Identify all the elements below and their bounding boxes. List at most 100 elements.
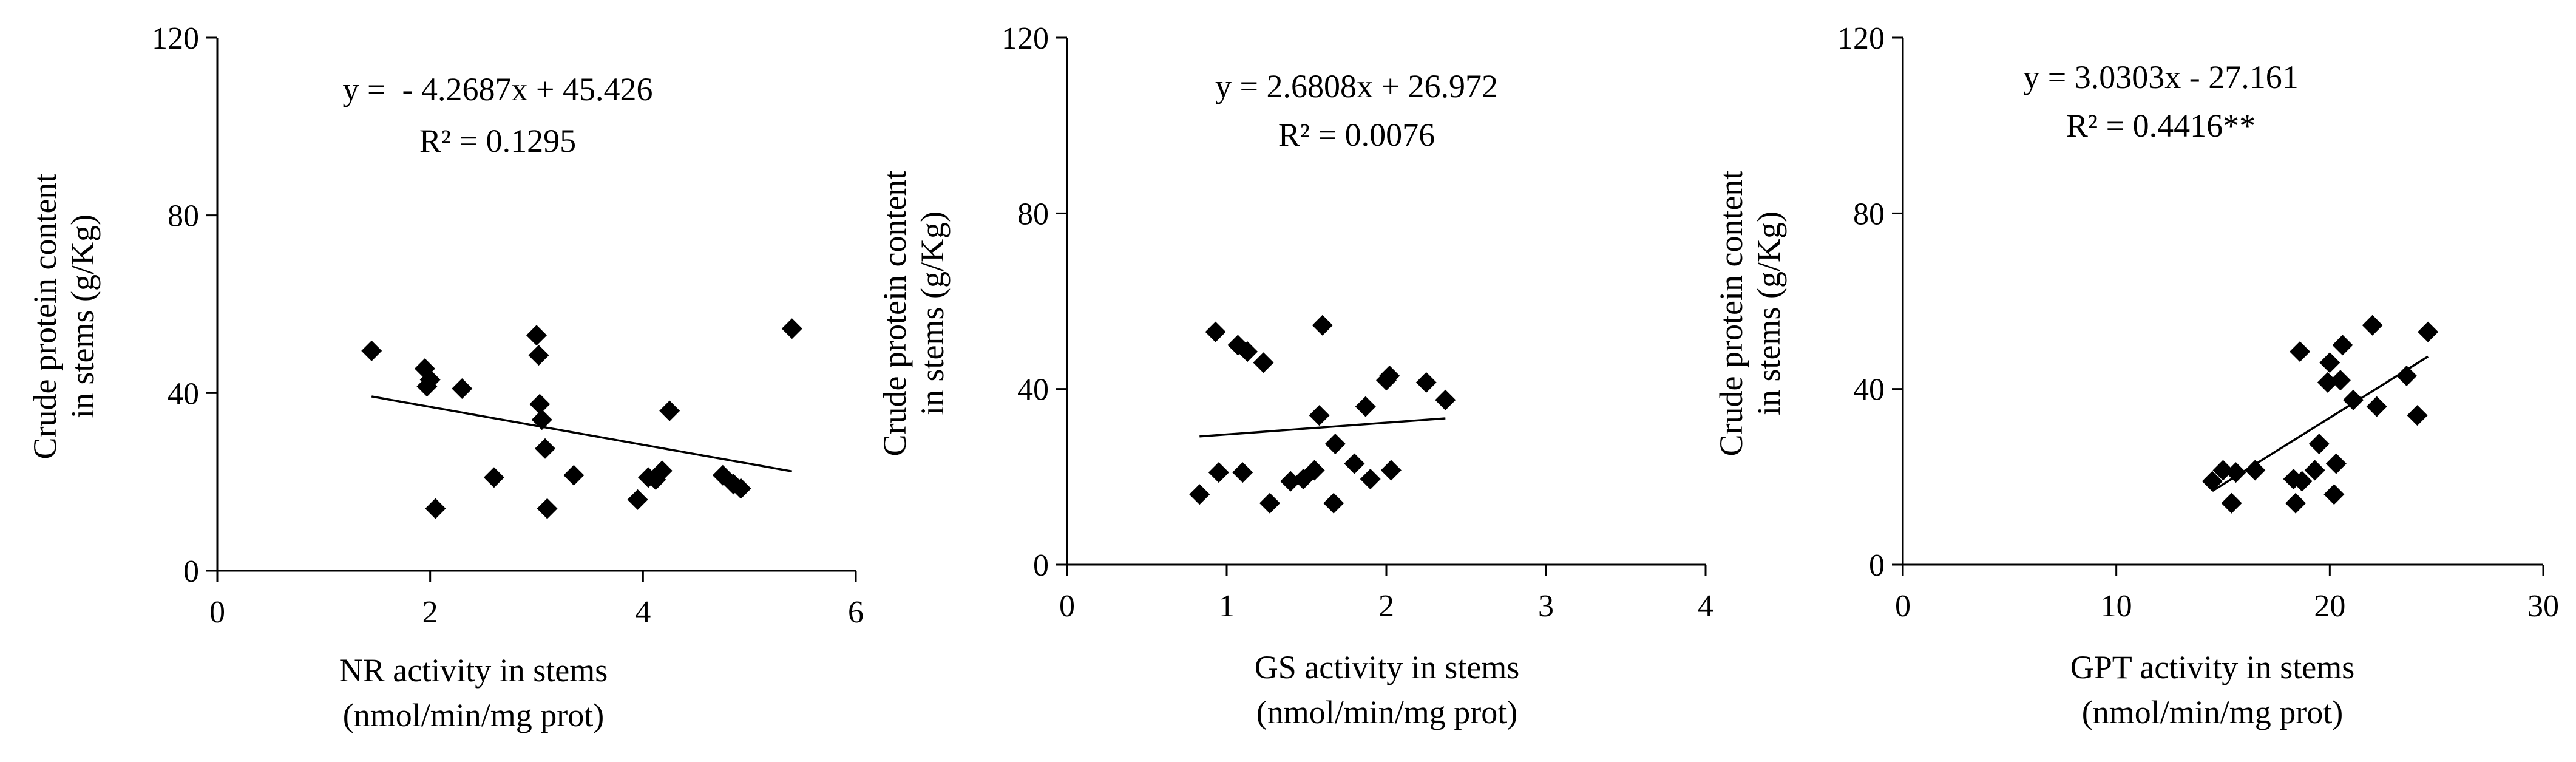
data-point xyxy=(2201,471,2223,492)
data-point xyxy=(2362,315,2383,336)
data-point xyxy=(361,340,382,361)
data-point xyxy=(730,478,751,499)
x-axis-title: GPT activity in stems xyxy=(2070,649,2355,685)
data-point xyxy=(1380,460,1402,481)
x-tick-label: 3 xyxy=(1538,589,1554,624)
data-point xyxy=(1323,492,1344,514)
data-point xyxy=(419,369,441,390)
data-point xyxy=(651,460,673,481)
x-tick-label: 6 xyxy=(848,595,864,630)
data-point xyxy=(425,498,446,519)
data-point xyxy=(535,438,556,459)
x-axis-title: GS activity in stems xyxy=(1255,649,1519,685)
data-point xyxy=(2407,405,2428,426)
scatter-panel-3: 0 40 80 120 0 10 20 30 Crude protein content in s… xyxy=(1713,21,2559,730)
y-tick-label: 80 xyxy=(168,199,199,234)
data-point xyxy=(2319,352,2340,373)
data-point xyxy=(2308,434,2330,455)
x-axis-unit: (nmol/min/mg prot) xyxy=(2082,694,2343,730)
y-tick-label: 0 xyxy=(1033,548,1049,583)
x-tick-label: 0 xyxy=(1895,589,1911,624)
regression-equation: y = 2.6808x + 26.972 xyxy=(1215,68,1498,104)
y-tick-label: 120 xyxy=(1837,21,1885,56)
y-axis-title-line2: in stems (g/Kg) xyxy=(64,214,101,418)
data-point xyxy=(2396,365,2417,386)
data-point xyxy=(1344,453,1365,474)
x-tick-label: 20 xyxy=(2314,589,2345,624)
data-point xyxy=(2221,492,2242,514)
y-tick-label: 0 xyxy=(183,554,199,589)
data-point xyxy=(1360,468,1381,489)
data-point xyxy=(627,489,648,510)
data-point xyxy=(2245,460,2266,481)
data-point xyxy=(1309,405,1330,426)
data-point xyxy=(2343,389,2364,410)
data-point xyxy=(2285,492,2307,514)
data-point xyxy=(452,378,473,400)
data-point xyxy=(1415,372,1437,393)
data-point xyxy=(1232,462,1253,483)
y-tick-label: 80 xyxy=(1017,197,1049,231)
x-tick-label: 1 xyxy=(1219,589,1235,624)
y-axis-title-line2: in stems (g/Kg) xyxy=(1751,211,1787,415)
x-axis-unit: (nmol/min/mg prot) xyxy=(1256,694,1517,730)
r-squared-label: R² = 0.1295 xyxy=(419,123,576,159)
y-tick-label: 120 xyxy=(152,21,199,56)
data-point xyxy=(2212,460,2234,481)
data-point xyxy=(563,464,585,486)
data-point xyxy=(1259,492,1281,514)
data-point xyxy=(781,318,802,339)
r-squared-label: R² = 0.0076 xyxy=(1278,117,1435,153)
regression-equation: y = - 4.2687x + 45.426 xyxy=(343,71,653,107)
x-tick-label: 2 xyxy=(422,595,438,630)
x-tick-label: 10 xyxy=(2101,589,2132,624)
x-axis-unit: (nmol/min/mg prot) xyxy=(343,697,604,733)
data-point xyxy=(1189,484,1210,505)
scatter-panel-2: 0 40 80 120 0 1 2 3 4 Crude protein content in ste… xyxy=(876,21,1713,730)
x-tick-label: 30 xyxy=(2527,589,2559,624)
y-tick-label: 80 xyxy=(1853,197,1885,231)
data-point xyxy=(2317,372,2338,393)
data-point xyxy=(1253,352,1274,373)
y-axis-title: Crude protein content xyxy=(1713,171,1749,457)
data-point xyxy=(2325,453,2347,474)
data-point xyxy=(2330,370,2351,391)
data-point xyxy=(1312,315,1333,336)
data-point xyxy=(531,409,552,430)
trend-line xyxy=(371,395,793,473)
data-point xyxy=(1304,460,1325,481)
data-point xyxy=(2332,335,2353,356)
data-point xyxy=(1355,396,1376,417)
y-axis-title-line2: in stems (g/Kg) xyxy=(914,211,951,415)
data-point xyxy=(2304,460,2325,481)
y-tick-label: 40 xyxy=(1853,373,1885,407)
data-point xyxy=(2418,321,2439,342)
data-point xyxy=(2291,471,2313,492)
y-tick-label: 40 xyxy=(1017,373,1049,407)
x-tick-label: 0 xyxy=(209,595,225,630)
x-tick-label: 4 xyxy=(1698,589,1713,624)
scatter-panel-1: 0 40 80 120 0 2 4 6 Crude protein content in stem… xyxy=(27,21,864,733)
x-tick-label: 0 xyxy=(1059,589,1075,624)
data-point xyxy=(1379,365,1400,386)
y-tick-label: 40 xyxy=(168,376,199,411)
data-point xyxy=(2225,462,2246,483)
data-point xyxy=(537,498,558,519)
y-axis-title: Crude protein content xyxy=(876,171,913,457)
data-point xyxy=(1280,471,1301,492)
data-point xyxy=(2366,396,2387,417)
y-tick-label: 120 xyxy=(1002,21,1049,56)
data-point xyxy=(1324,434,1346,455)
y-tick-label: 0 xyxy=(1869,548,1885,583)
data-point xyxy=(1208,462,1229,483)
data-point xyxy=(1237,341,1258,362)
data-point xyxy=(529,393,551,415)
x-tick-label: 4 xyxy=(635,595,651,630)
data-point xyxy=(526,325,547,346)
y-axis-title: Crude protein content xyxy=(27,174,63,460)
data-point xyxy=(659,400,680,421)
x-tick-label: 2 xyxy=(1378,589,1394,624)
trend-line xyxy=(1199,417,1446,438)
data-point xyxy=(2323,484,2345,505)
